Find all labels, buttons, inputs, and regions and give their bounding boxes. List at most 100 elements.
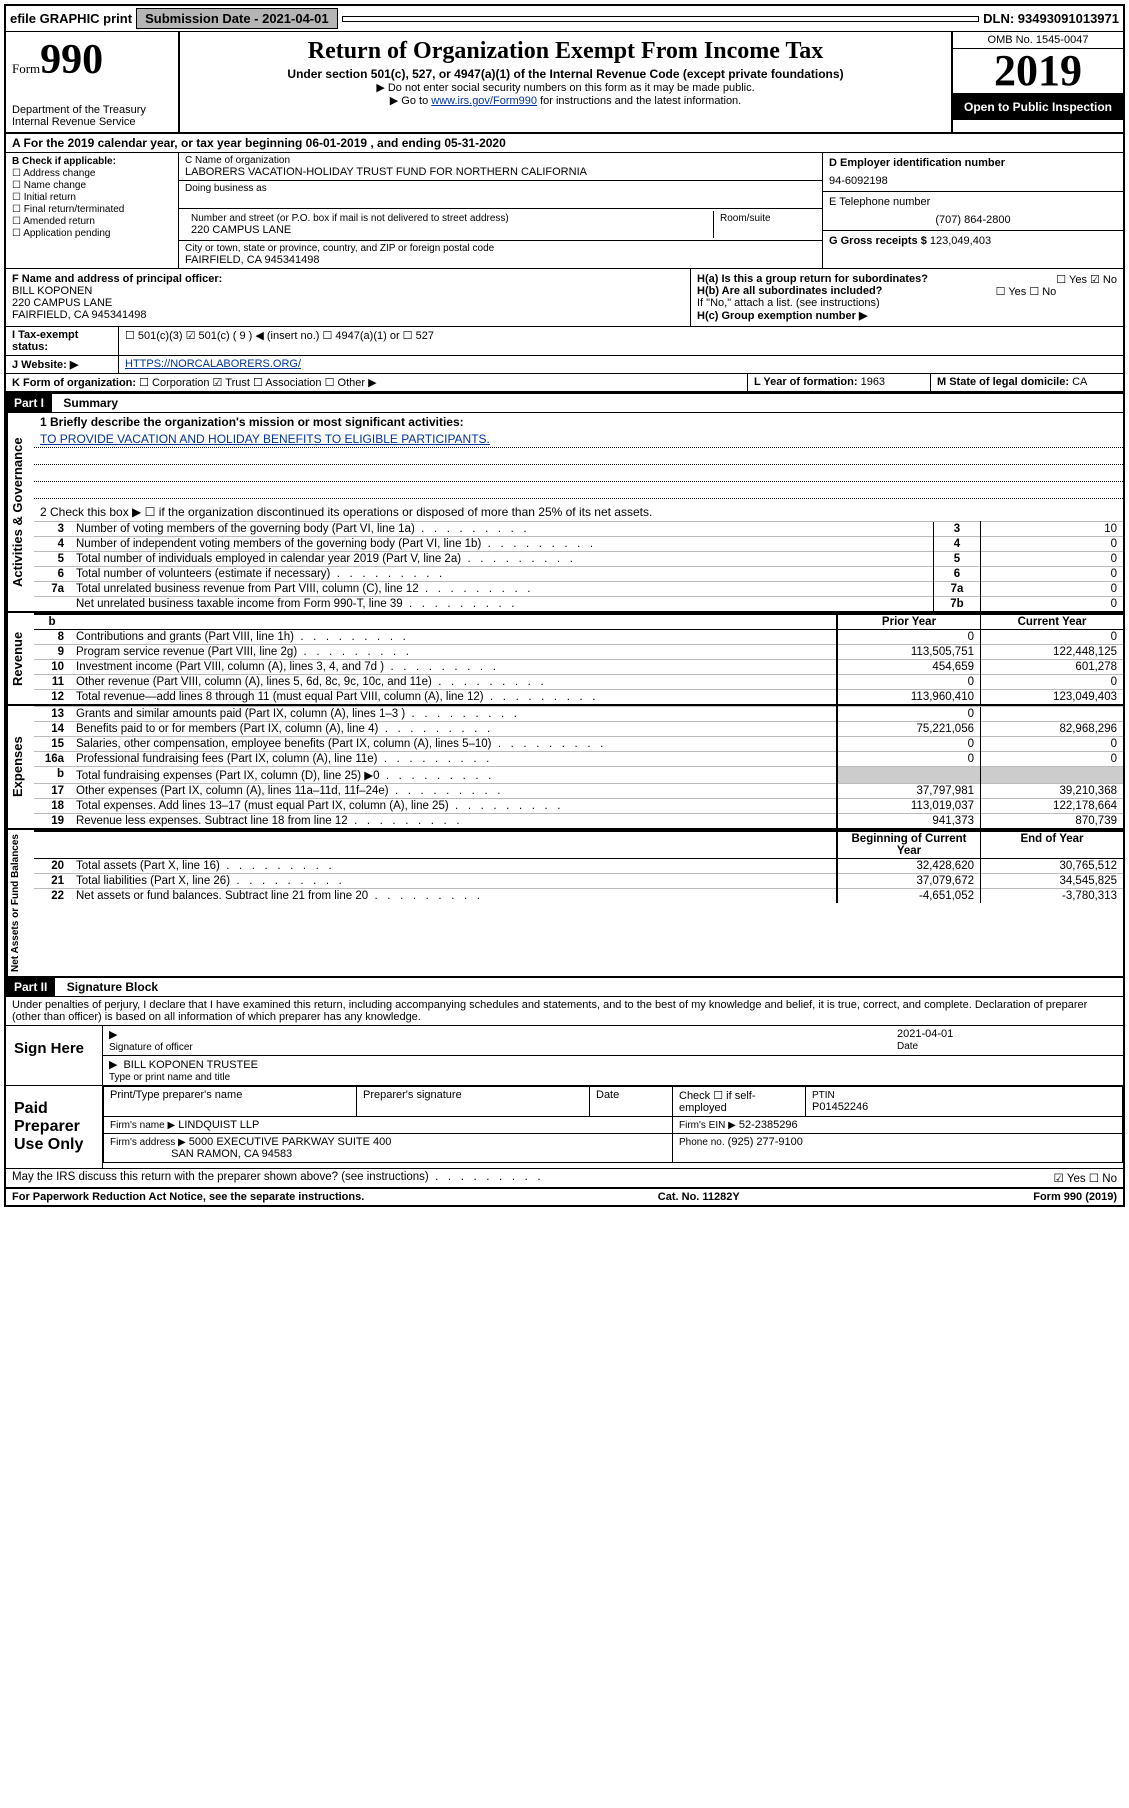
line1-label: 1 Briefly describe the organization's mi… [34,413,1123,431]
part2-header: Part II [6,978,55,996]
irs-link[interactable]: www.irs.gov/Form990 [431,95,537,107]
line-text: Total assets (Part X, line 16) [70,859,837,874]
m-label: M State of legal domicile: [937,376,1069,388]
prior-value: 0 [837,630,981,645]
mission-text[interactable]: TO PROVIDE VACATION AND HOLIDAY BENEFITS… [40,432,490,446]
dba-label: Doing business as [185,183,816,194]
line-num: 11 [34,675,70,690]
line2-label: 2 Check this box ▶ ☐ if the organization… [34,499,1123,521]
current-value [981,767,1124,784]
current-value: 122,178,664 [981,799,1124,814]
e-phone-label: E Telephone number [829,196,1117,208]
line-value: 0 [981,597,1124,612]
line-num [34,597,70,612]
f-label: F Name and address of principal officer: [12,273,222,285]
chk-address-change[interactable]: Address change [12,168,172,179]
sign-here-label: Sign Here [6,1026,103,1085]
g-gross-label: G Gross receipts $ [829,235,927,247]
line-text: Investment income (Part VIII, column (A)… [70,660,837,675]
hb-answer: ☐ Yes ☐ No [996,285,1057,298]
line-text: Revenue less expenses. Subtract line 18 … [70,814,837,829]
firm-addr-label: Firm's address ▶ [110,1137,186,1148]
line-num: 19 [34,814,70,829]
vlabel-governance: Activities & Governance [6,413,34,611]
form-of-org: ☐ Corporation ☑ Trust ☐ Association ☐ Ot… [139,377,376,389]
form-header: Form990 Department of the Treasury Inter… [6,32,1123,134]
prior-value: -4,651,052 [837,889,981,904]
current-value: 870,739 [981,814,1124,829]
prior-value: 37,079,672 [837,874,981,889]
line-num: 10 [34,660,70,675]
prior-value: 941,373 [837,814,981,829]
line-num: 8 [34,630,70,645]
current-value: 0 [981,675,1124,690]
officer-name: BILL KOPONEN [12,285,92,297]
vlabel-expenses: Expenses [6,706,34,828]
chk-name-change[interactable]: Name change [12,180,172,191]
tax-exempt-status: ☐ 501(c)(3) ☑ 501(c) ( 9 ) ◀ (insert no.… [119,327,440,355]
chk-initial-return[interactable]: Initial return [12,192,172,203]
governance-table: 3 Number of voting members of the govern… [34,521,1123,611]
line-text: Program service revenue (Part VIII, line… [70,645,837,660]
addr-label: Number and street (or P.O. box if mail i… [191,213,707,224]
discuss-answer: ☑ Yes ☐ No [957,1171,1117,1185]
prior-value: 0 [837,675,981,690]
row-a-tax-year: A For the 2019 calendar year, or tax yea… [6,134,1123,153]
line-box: 3 [934,522,981,537]
l-label: L Year of formation: [754,376,858,388]
sig-date-label: Date [897,1041,918,1052]
chk-amended-return[interactable]: Amended return [12,216,172,227]
i-label: I Tax-exempt status: [6,327,119,355]
state-domicile: CA [1072,376,1087,388]
tax-year: 2019 [953,49,1123,94]
j-label: J Website: ▶ [6,356,119,373]
current-value: 34,545,825 [981,874,1124,889]
line-text: Benefits paid to or for members (Part IX… [70,722,837,737]
firm-name: LINDQUIST LLP [178,1119,259,1131]
prior-value: 0 [837,752,981,767]
current-value: 601,278 [981,660,1124,675]
current-value: 123,049,403 [981,690,1124,705]
expenses-table: 13 Grants and similar amounts paid (Part… [34,706,1123,828]
topbar: efile GRAPHIC print Submission Date - 20… [6,6,1123,32]
form-990-label: Form990 [12,36,172,84]
line-num: 14 [34,722,70,737]
prior-value: 32,428,620 [837,859,981,874]
line-text: Total number of individuals employed in … [70,552,934,567]
dept-treasury: Department of the Treasury [12,104,172,116]
officer-addr1: 220 CAMPUS LANE [12,297,112,309]
line-text: Total fundraising expenses (Part IX, col… [70,767,837,784]
line-num: 4 [34,537,70,552]
line-text: Total liabilities (Part X, line 26) [70,874,837,889]
ptin-value: P01452246 [812,1101,868,1113]
prior-value: 0 [837,707,981,722]
line-num: 7a [34,582,70,597]
sig-arrow2-icon [109,1059,123,1071]
submission-date-button[interactable]: Submission Date - 2021-04-01 [136,8,338,29]
line-num: b [34,767,70,784]
current-value: 30,765,512 [981,859,1124,874]
c-name-label: C Name of organization [185,155,816,166]
street-address: 220 CAMPUS LANE [191,224,707,236]
line-text: Other revenue (Part VIII, column (A), li… [70,675,837,690]
line-text: Total unrelated business revenue from Pa… [70,582,934,597]
chk-application-pending[interactable]: Application pending [12,228,172,239]
website-link[interactable]: HTTPS://NORCALABORERS.ORG/ [125,358,301,370]
line-num: 9 [34,645,70,660]
firm-ein: 52-2385296 [739,1119,798,1131]
current-value: 0 [981,752,1124,767]
prior-year-hdr: Prior Year [837,614,981,630]
line-text: Number of independent voting members of … [70,537,934,552]
revenue-table: bPrior YearCurrent Year 8 Contributions … [34,613,1123,704]
form-title: Return of Organization Exempt From Incom… [184,38,947,65]
line-num: 21 [34,874,70,889]
begin-year-hdr: Beginning of Current Year [837,831,981,859]
end-year-hdr: End of Year [981,831,1124,859]
chk-final-return[interactable]: Final return/terminated [12,204,172,215]
k-label: K Form of organization: [12,377,136,389]
officer-addr2: FAIRFIELD, CA 945341498 [12,309,147,321]
d-ein-label: D Employer identification number [829,157,1117,169]
room-label: Room/suite [720,213,810,224]
hb-note: If "No," attach a list. (see instruction… [697,297,1117,309]
cat-no: Cat. No. 11282Y [658,1191,740,1203]
